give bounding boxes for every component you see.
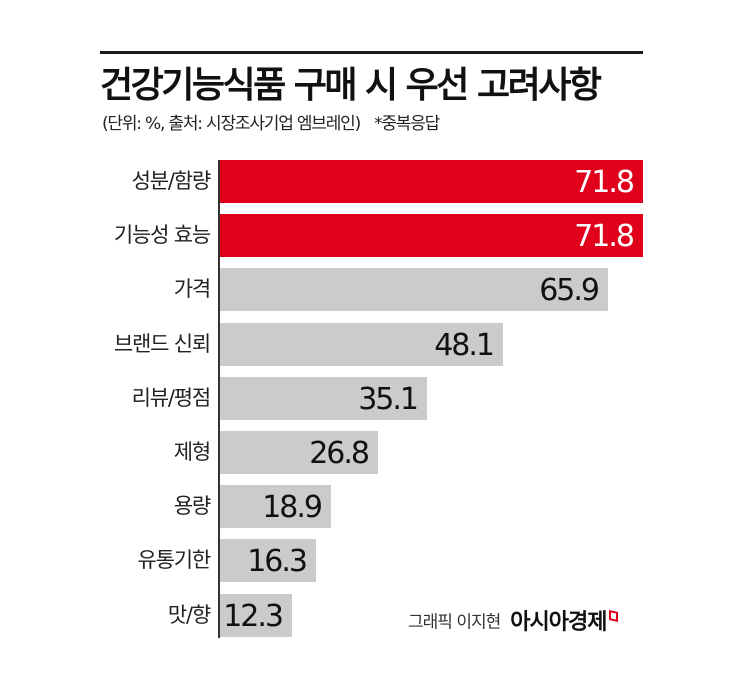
value-label: 12.3 <box>223 598 284 634</box>
bar-row: 기능성 효능 71.8 <box>0 214 745 258</box>
value-label: 48.1 <box>434 327 495 363</box>
bar: 18.9 <box>220 485 331 529</box>
category-label: 유통기한 <box>137 548 212 573</box>
graphic-credit: 그래픽 이지현 <box>408 612 501 633</box>
bar: 16.3 <box>220 539 316 583</box>
bar-row: 리뷰/평점 35.1 <box>0 376 745 420</box>
y-axis-line <box>218 160 220 638</box>
bar-row: 용량 18.9 <box>0 485 745 529</box>
logo-mark-icon <box>609 610 619 622</box>
chart-title: 건강기능식품 구매 시 우선 고려사항 <box>100 65 602 106</box>
category-label: 용량 <box>173 494 211 519</box>
value-label: 65.9 <box>539 273 600 309</box>
category-label: 성분/함량 <box>131 169 212 193</box>
bar: 35.1 <box>220 376 427 420</box>
category-label: 리뷰/평점 <box>131 385 212 410</box>
bar-row: 제형 26.8 <box>0 431 745 474</box>
value-label: 26.8 <box>309 436 370 471</box>
bar-row: 맛/향 12.3 <box>0 593 745 637</box>
unit-source-text: (단위: %, 출처: 시장조사기업 엠브레인) <box>102 114 361 134</box>
value-label: 35.1 <box>358 381 419 417</box>
bar: 65.9 <box>220 268 608 312</box>
bar: 26.8 <box>220 431 378 474</box>
category-label: 기능성 효능 <box>113 223 211 248</box>
category-label: 가격 <box>173 277 211 302</box>
category-label: 제형 <box>173 440 211 464</box>
bar-row: 가격 65.9 <box>0 268 745 312</box>
multiple-response-note: *중복응답 <box>374 114 440 134</box>
top-rule <box>100 51 643 54</box>
value-label: 16.3 <box>247 544 308 580</box>
publisher-logo: 아시아경제 <box>510 609 607 635</box>
chart-subtitle: (단위: %, 출처: 시장조사기업 엠브레인) *중복응답 <box>102 112 440 136</box>
bar: 12.3 <box>220 593 292 637</box>
value-label: 71.8 <box>574 165 635 200</box>
bar: 71.8 <box>220 160 643 203</box>
bar: 48.1 <box>220 322 503 366</box>
value-label: 71.8 <box>574 219 635 255</box>
bar-row: 유통기한 16.3 <box>0 539 745 583</box>
category-label: 맛/향 <box>167 602 211 627</box>
bar: 71.8 <box>220 214 643 258</box>
bar-row: 브랜드 신뢰 48.1 <box>0 322 745 366</box>
value-label: 18.9 <box>262 490 323 526</box>
credit: 그래픽 이지현 아시아경제 <box>408 607 619 638</box>
category-label: 브랜드 신뢰 <box>113 331 211 356</box>
bar-row: 성분/함량 71.8 <box>0 160 745 203</box>
